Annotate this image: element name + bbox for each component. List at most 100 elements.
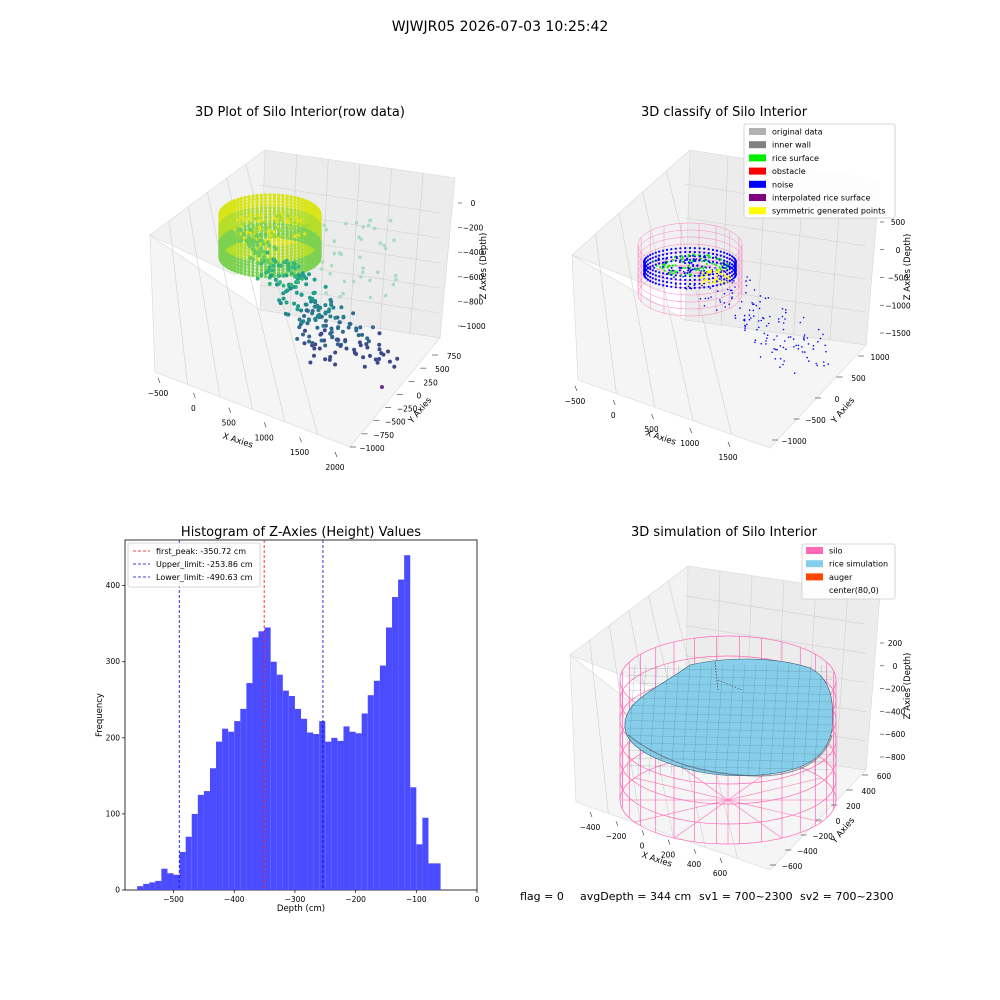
raw-z-ticks: 0 −200 −400 −600 −800 −1000	[458, 199, 486, 331]
raw-point	[232, 234, 237, 238]
classify-noise-point	[763, 332, 766, 335]
classify-noise-point	[776, 349, 778, 351]
raw-point	[276, 242, 281, 247]
raw-point	[280, 235, 284, 239]
classify-noise-point	[726, 256, 729, 259]
classify-rice-point	[691, 254, 694, 257]
raw-point	[315, 314, 320, 319]
raw-y-tick-label: −750	[373, 431, 394, 440]
classify-rice-point	[693, 260, 696, 262]
histogram-bar	[179, 851, 186, 890]
raw-point	[236, 204, 240, 208]
raw-point	[296, 261, 301, 266]
raw-point	[306, 238, 311, 243]
simulation-mesh-line	[791, 664, 801, 776]
raw-point	[319, 314, 324, 319]
classify-noise-point	[723, 292, 726, 295]
raw-point	[281, 206, 285, 211]
raw-point	[296, 209, 301, 214]
classify-noise-point	[643, 262, 647, 265]
raw-point	[379, 351, 384, 356]
raw-point	[251, 197, 255, 202]
classify-x-tick-mark	[612, 399, 616, 406]
classify-noise-point	[732, 256, 735, 259]
raw-point	[227, 240, 231, 244]
classify-noise-point	[822, 361, 825, 363]
raw-point	[229, 213, 234, 217]
histogram-bar	[392, 597, 399, 890]
raw-point	[303, 302, 308, 307]
raw-point	[240, 216, 244, 220]
raw-point	[296, 258, 301, 263]
raw-point	[271, 263, 276, 268]
classify-noise-point	[649, 265, 652, 269]
raw-point	[281, 225, 285, 229]
classify-rice-point	[691, 260, 694, 262]
raw-point	[306, 248, 311, 253]
raw-point	[236, 210, 240, 215]
raw-point	[375, 270, 380, 275]
classify-rice-point	[723, 259, 726, 262]
raw-z-tick-label: −200	[463, 224, 484, 233]
raw-point	[332, 251, 337, 256]
raw-point	[395, 356, 400, 361]
histogram-bar	[137, 886, 144, 890]
classify-noise-point	[744, 324, 746, 327]
raw-point	[330, 334, 335, 339]
classify-x-tick-label: 1000	[680, 439, 699, 448]
raw-point	[332, 239, 337, 243]
raw-point	[307, 318, 311, 323]
classify-noise-point	[745, 280, 747, 282]
raw-z-tick-label: −400	[463, 248, 484, 257]
classify-x-tick-mark	[727, 441, 731, 448]
classify-rice-point	[699, 257, 702, 260]
classify-noise-point	[815, 362, 817, 365]
raw-point	[310, 309, 315, 313]
raw-point	[361, 225, 366, 229]
histogram-y-tick-label: 100	[106, 809, 121, 818]
classify-noise-point	[654, 274, 657, 277]
classify-noise-point	[688, 271, 691, 274]
raw-point	[239, 203, 244, 207]
classify-noise-point	[784, 318, 786, 320]
raw-point	[265, 240, 270, 245]
raw-point	[263, 232, 268, 237]
raw-point	[281, 254, 285, 259]
classify-noise-point	[658, 254, 661, 257]
raw-point	[268, 206, 272, 210]
raw-point	[289, 250, 293, 255]
classify-noise-point	[665, 285, 669, 288]
raw-point	[251, 216, 255, 221]
classify-symmetric-point	[720, 272, 723, 275]
classify-noise-point	[795, 344, 797, 347]
raw-point	[232, 256, 237, 260]
classify-noise-point	[778, 321, 780, 323]
raw-point	[296, 203, 301, 207]
classify-noise-point	[715, 261, 719, 264]
classify-noise-point	[695, 258, 698, 260]
raw-point	[238, 238, 243, 243]
classify-z-tick-label: −500	[888, 274, 909, 283]
classify-noise-point	[756, 328, 758, 331]
raw-point	[239, 209, 244, 214]
raw-point	[289, 211, 293, 215]
simulation-mesh-line	[725, 664, 735, 776]
raw-point	[343, 338, 348, 343]
classify-noise-point	[753, 289, 756, 291]
classify-noise-point	[808, 360, 810, 362]
raw-point	[232, 243, 237, 247]
classify-noise-point	[743, 314, 746, 317]
simulation-y-axis-label: Y Axies	[829, 815, 857, 846]
raw-point	[247, 250, 251, 255]
raw-point	[299, 292, 304, 297]
raw-x-tick-mark	[299, 437, 302, 443]
raw-point	[300, 247, 304, 252]
simulation-legend-label: auger	[829, 573, 853, 582]
raw-point	[251, 223, 255, 227]
raw-point	[261, 249, 266, 254]
classify-noise-point	[719, 275, 722, 278]
histogram-bar	[410, 787, 417, 890]
raw-point	[243, 224, 247, 229]
classify-symmetric-point	[724, 275, 727, 278]
